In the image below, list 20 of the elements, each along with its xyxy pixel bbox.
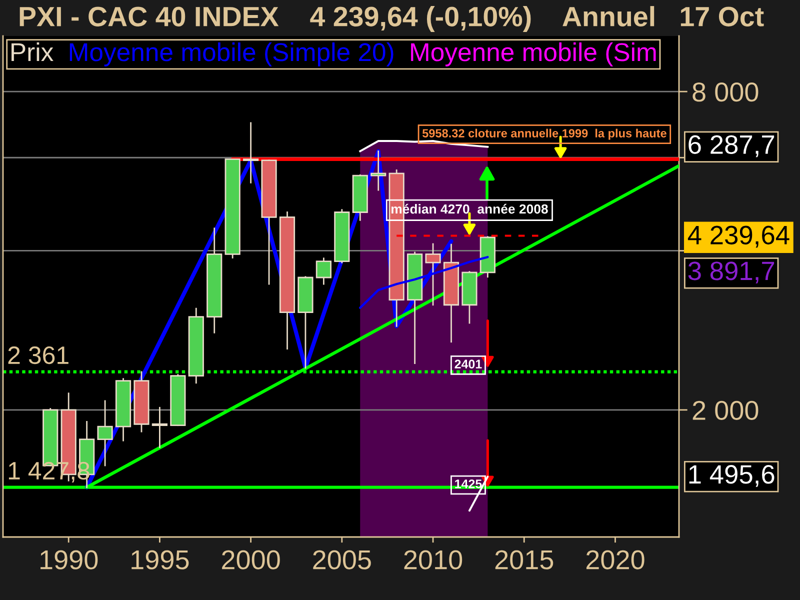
x-tick-label: 2005: [313, 550, 371, 570]
legend-label: Moyenne mobile (Sim: [411, 42, 656, 66]
x-tick-label: 2010: [404, 550, 462, 570]
text: 6 287,7: [688, 135, 774, 158]
text: Moyenne mobile (Simple 20): [70, 42, 394, 66]
x-tick-label: 2000: [222, 550, 280, 570]
y-tick-label: 2 000: [692, 400, 758, 420]
text: Prix: [12, 42, 54, 62]
x-tick-label: 2020: [586, 550, 644, 570]
annotation: 5958.32 cloture annuelle 1999 la plus haute: [422, 128, 666, 140]
text: 3 891,7: [688, 262, 774, 284]
ref-line-label: 2 361: [8, 346, 68, 364]
x-tick-label: 2015: [495, 550, 554, 570]
x-tick-label: 1990: [40, 550, 98, 570]
y-tick-label: 8 000: [692, 82, 758, 102]
text: 4 239,64: [688, 226, 790, 248]
chart-title: PXI - CAC 40 INDEX 4 239,64 (-0,10%) Annuel 17 Oct: [20, 6, 764, 32]
annotation: 2401: [454, 360, 482, 369]
text: 1 495,6: [689, 465, 774, 487]
x-tick-label: 1995: [132, 550, 189, 570]
